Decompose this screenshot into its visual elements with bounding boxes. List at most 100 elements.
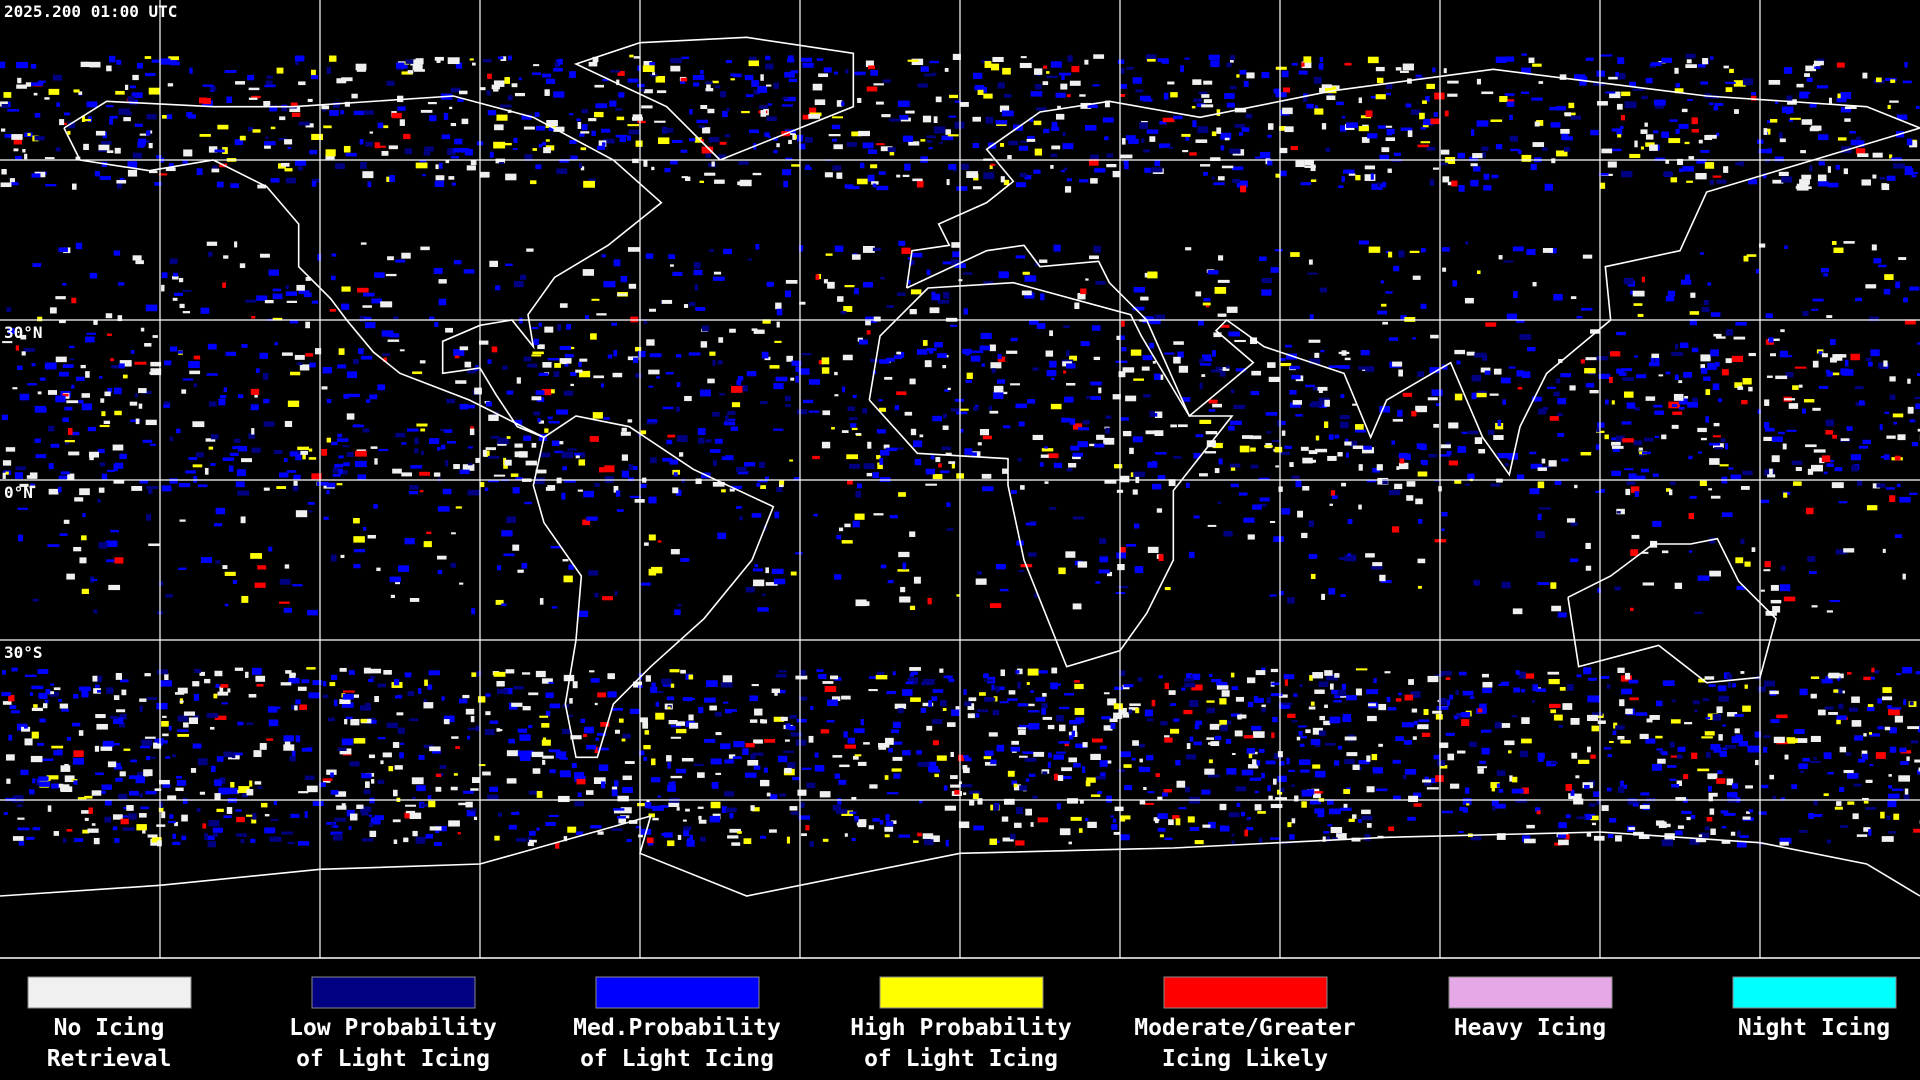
icing-pixel — [731, 485, 743, 490]
icing-pixel — [951, 709, 960, 717]
icing-pixel — [1904, 319, 1916, 325]
icing-pixel — [756, 483, 761, 487]
icing-pixel — [330, 831, 343, 835]
icing-pixel — [1406, 481, 1416, 487]
icing-pixel — [1371, 183, 1383, 190]
icing-pixel — [579, 358, 588, 362]
icing-pixel — [459, 346, 469, 351]
icing-pixel — [511, 83, 518, 88]
icing-pixel — [938, 463, 942, 468]
icing-pixel — [374, 458, 378, 465]
icing-pixel — [1576, 674, 1582, 678]
icing-pixel — [996, 744, 1005, 752]
icing-pixel — [349, 813, 358, 821]
icing-pixel — [361, 838, 374, 842]
icing-pixel — [1685, 274, 1690, 280]
icing-pixel — [974, 84, 985, 91]
icing-pixel — [1844, 118, 1851, 122]
icing-pixel — [290, 813, 300, 818]
icing-pixel — [723, 421, 736, 426]
icing-pixel — [161, 485, 172, 492]
icing-pixel — [1536, 810, 1541, 815]
icing-pixel — [1675, 83, 1680, 88]
icing-pixel — [910, 252, 923, 258]
icing-pixel — [1839, 746, 1847, 753]
icing-pixel — [1264, 445, 1273, 448]
icing-pixel — [502, 365, 508, 370]
icing-pixel — [1487, 429, 1495, 435]
icing-pixel — [879, 820, 884, 825]
icing-pixel — [1361, 809, 1371, 815]
icing-pixel — [1202, 824, 1211, 828]
icing-pixel — [1073, 423, 1083, 430]
icing-pixel — [116, 59, 122, 65]
icing-pixel — [1419, 112, 1425, 120]
icing-pixel — [412, 64, 423, 71]
icing-pixel — [74, 497, 84, 502]
icing-pixel — [1655, 735, 1663, 739]
icing-pixel — [935, 96, 942, 103]
legend-label: Med.Probability — [573, 1015, 781, 1041]
icing-pixel — [627, 78, 639, 83]
icing-pixel — [1812, 360, 1819, 368]
icing-pixel — [493, 80, 505, 87]
icing-pixel — [1183, 678, 1194, 682]
icing-pixel — [426, 531, 432, 535]
icing-pixel — [140, 806, 149, 810]
icing-pixel — [86, 332, 96, 335]
icing-pixel — [1318, 730, 1326, 737]
icing-pixel — [1017, 703, 1028, 707]
icing-pixel — [245, 299, 257, 303]
icing-pixel — [1046, 71, 1050, 74]
icing-pixel — [1863, 733, 1867, 737]
icing-pixel — [1143, 787, 1147, 791]
icing-pixel — [1050, 682, 1058, 690]
icing-pixel — [1622, 438, 1634, 443]
icing-pixel — [2, 460, 12, 466]
icing-pixel — [241, 595, 249, 603]
icing-pixel — [1391, 526, 1400, 533]
icing-pixel — [847, 737, 855, 744]
icing-pixel — [423, 744, 434, 749]
icing-pixel — [1679, 342, 1689, 348]
icing-pixel — [1741, 399, 1748, 405]
icing-pixel — [1496, 770, 1506, 777]
icing-pixel — [1338, 365, 1350, 369]
icing-pixel — [1216, 685, 1229, 690]
icing-pixel — [199, 671, 205, 676]
icing-pixel — [1367, 703, 1376, 707]
icing-pixel — [622, 733, 631, 739]
icing-pixel — [534, 477, 545, 485]
icing-pixel — [367, 181, 372, 188]
icing-pixel — [642, 721, 649, 729]
icing-pixel — [1320, 349, 1325, 353]
icing-pixel — [1641, 95, 1648, 100]
icing-pixel — [753, 89, 761, 95]
icing-pixel — [832, 165, 842, 171]
icing-pixel — [1872, 152, 1883, 158]
icing-pixel — [765, 582, 778, 586]
icing-pixel — [1123, 684, 1134, 688]
icing-pixel — [1421, 248, 1426, 253]
icing-pixel — [183, 722, 189, 728]
icing-pixel — [1208, 759, 1213, 764]
icing-pixel — [1542, 406, 1549, 411]
icing-pixel — [1319, 287, 1328, 293]
icing-pixel — [570, 371, 577, 377]
icing-pixel — [1160, 721, 1168, 726]
icing-pixel — [621, 454, 628, 461]
icing-pixel — [1772, 436, 1783, 442]
icing-pixel — [1686, 180, 1693, 183]
icing-pixel — [533, 411, 541, 416]
icing-pixel — [751, 80, 760, 87]
icing-pixel — [1709, 179, 1715, 185]
icing-pixel — [330, 275, 336, 281]
icing-pixel — [1125, 543, 1137, 547]
icing-pixel — [114, 462, 124, 469]
icing-pixel — [1677, 158, 1684, 165]
icing-pixel — [1844, 106, 1857, 110]
icing-pixel — [276, 486, 287, 489]
icing-pixel — [1289, 402, 1301, 408]
icing-pixel — [662, 406, 674, 410]
icing-pixel — [1909, 286, 1920, 291]
